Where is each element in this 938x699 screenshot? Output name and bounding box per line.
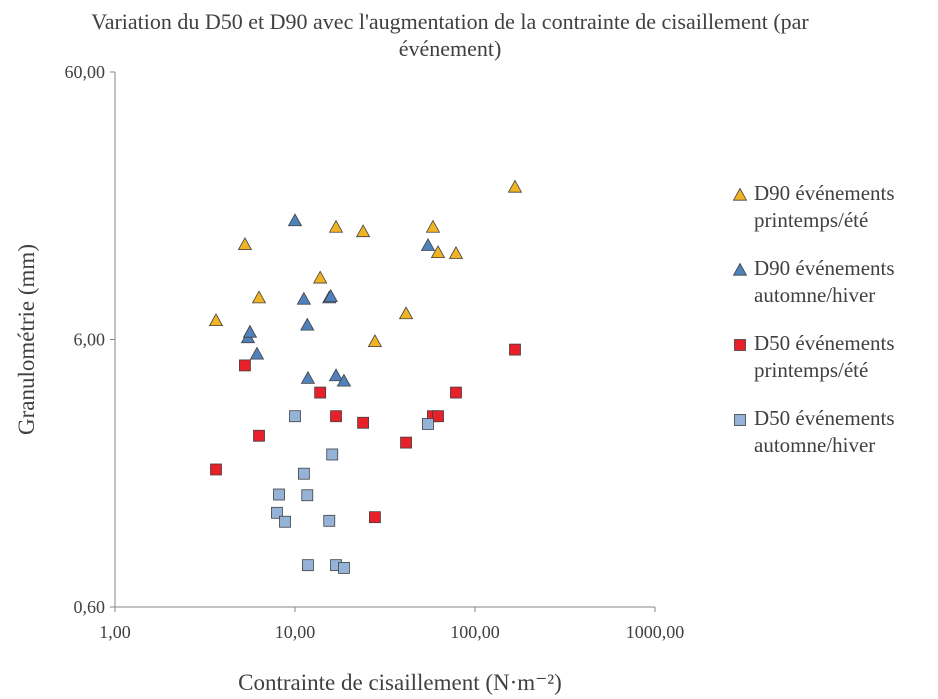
- point: [509, 343, 521, 356]
- series: [208, 179, 523, 348]
- point: [271, 506, 283, 519]
- point: [208, 313, 224, 327]
- legend-item: D90 événements printemps/été: [732, 180, 937, 234]
- point: [323, 514, 336, 527]
- point: [355, 224, 371, 238]
- x-tick-label: 10,00: [275, 622, 316, 642]
- x-tick-label: 100,00: [450, 622, 500, 642]
- series: [210, 343, 521, 524]
- point: [302, 559, 314, 572]
- point: [249, 346, 265, 360]
- x-axis-label: Contrainte de cisaillement (N·m⁻²): [238, 670, 562, 695]
- point: [289, 410, 301, 423]
- point: [301, 489, 314, 502]
- series: [240, 213, 436, 387]
- legend-label: D50 événements printemps/été: [754, 331, 895, 382]
- y-tick-label: 0,60: [74, 597, 106, 617]
- point: [287, 213, 303, 227]
- y-tick-label: 6,00: [74, 330, 106, 350]
- point: [336, 373, 352, 387]
- legend-label: D90 événements automne/hiver: [754, 256, 895, 307]
- point: [297, 467, 310, 480]
- legend-swatch: [732, 187, 748, 201]
- point: [430, 245, 446, 258]
- point: [296, 291, 312, 305]
- point: [328, 219, 344, 233]
- point: [448, 245, 464, 259]
- point: [273, 488, 285, 501]
- legend-item: D50 événements printemps/été: [732, 330, 937, 384]
- point: [400, 436, 412, 449]
- series: [271, 410, 434, 574]
- point: [314, 386, 327, 399]
- point: [237, 237, 253, 251]
- point: [420, 237, 436, 251]
- point: [432, 410, 444, 423]
- legend-swatch: [734, 339, 746, 351]
- legend-marker: [734, 339, 746, 351]
- point: [338, 562, 350, 574]
- point: [369, 511, 381, 524]
- legend-item: D90 événements automne/hiver: [732, 255, 937, 309]
- point: [239, 359, 251, 372]
- point: [210, 463, 222, 476]
- point: [251, 290, 267, 304]
- legend-marker: [732, 262, 748, 276]
- point: [323, 289, 338, 302]
- point: [398, 306, 414, 320]
- point: [425, 219, 441, 233]
- point: [367, 334, 383, 348]
- x-tick-label: 1,00: [99, 622, 131, 642]
- point: [242, 324, 258, 338]
- point: [312, 270, 328, 284]
- legend: D90 événements printemps/été D90 événemen…: [732, 180, 937, 480]
- point: [357, 416, 370, 429]
- legend-swatch: [734, 414, 746, 426]
- point: [507, 179, 523, 193]
- y-tick-label: 60,00: [65, 62, 106, 82]
- legend-marker: [734, 414, 746, 426]
- point: [422, 418, 434, 430]
- point: [253, 429, 265, 442]
- legend-label: D90 événements printemps/été: [754, 181, 895, 232]
- point: [279, 515, 291, 528]
- legend-label: D50 événements automne/hiver: [754, 406, 895, 457]
- point: [300, 317, 315, 331]
- legend-swatch: [732, 262, 748, 276]
- legend-item: D50 événements automne/hiver: [732, 405, 937, 459]
- point: [326, 448, 339, 461]
- x-tick-label: 1000,00: [626, 622, 685, 642]
- point: [330, 410, 342, 423]
- point: [450, 386, 462, 399]
- point: [300, 370, 316, 384]
- legend-marker: [732, 187, 748, 201]
- chart-title: Variation du D50 et D90 avec l'augmentat…: [91, 9, 809, 61]
- point: [328, 368, 344, 382]
- y-axis-label: Granulométrie (mm): [14, 244, 39, 435]
